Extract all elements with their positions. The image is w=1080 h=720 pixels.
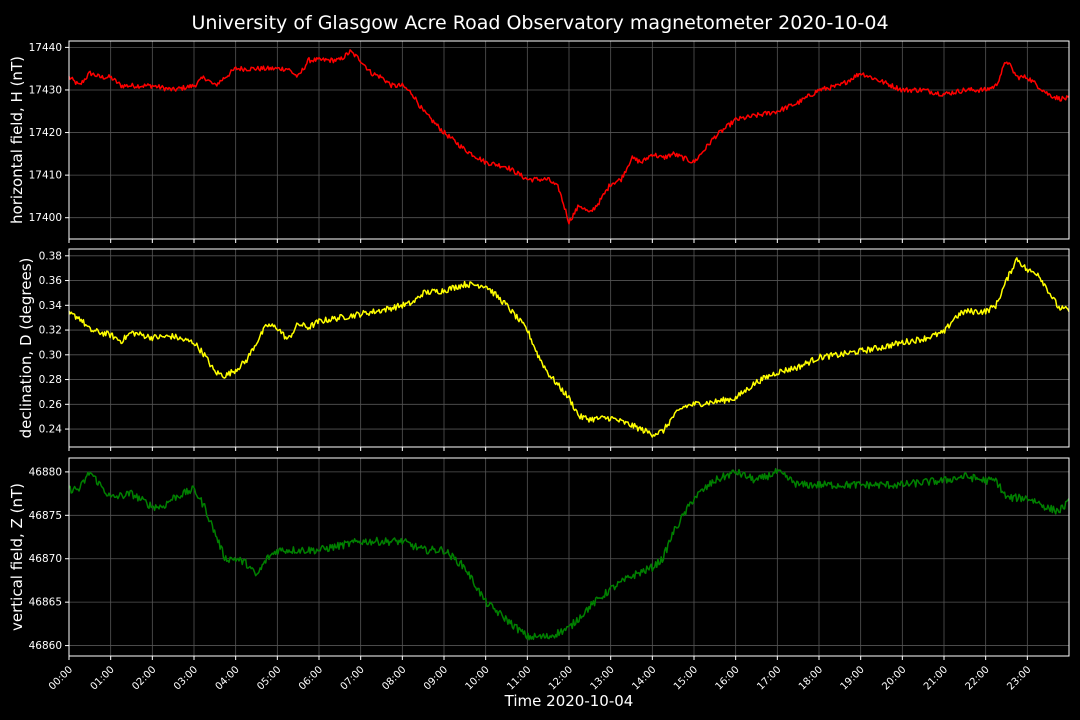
x-tick-label: 08:00 bbox=[380, 664, 408, 692]
horizontal-field-ylabel: horizontal field, H (nT) bbox=[8, 56, 26, 224]
x-tick-label: 03:00 bbox=[172, 664, 200, 692]
declination-line bbox=[68, 257, 1070, 438]
x-tick-label: 10:00 bbox=[464, 664, 492, 692]
declination-grid bbox=[68, 249, 1069, 447]
horizontal-field-series-line bbox=[68, 49, 1070, 225]
declination-y-tick-label: 0.34 bbox=[39, 300, 63, 312]
declination-y-tick-label: 0.32 bbox=[39, 325, 62, 337]
declination-y-tick-label: 0.26 bbox=[39, 399, 63, 411]
vertical-field-y-tick-label: 46880 bbox=[29, 466, 62, 478]
horizontal-field-grid bbox=[68, 41, 1069, 239]
vertical-field-y-tick-label: 46865 bbox=[29, 597, 62, 609]
vertical-field-y-tick-label: 46860 bbox=[29, 640, 62, 652]
x-tick-label: 20:00 bbox=[880, 664, 908, 692]
panel-horizontal-field: 17400 17410 17420 17430 17440 horizontal fie… bbox=[8, 40, 1070, 243]
x-tick-label: 19:00 bbox=[839, 664, 867, 692]
horizontal-field-y-tick-label: 17430 bbox=[29, 84, 62, 96]
x-tick-label: 09:00 bbox=[422, 664, 450, 692]
vertical-field-grid bbox=[68, 458, 1069, 656]
x-tick-label: 13:00 bbox=[589, 664, 617, 692]
x-tick-label: 16:00 bbox=[714, 664, 742, 692]
vertical-field-y-ticks: 46860 46865 46870 46875 46880 bbox=[29, 466, 69, 652]
x-tick-label: 00:00 bbox=[47, 664, 75, 692]
x-axis-label: Time 2020-10-04 bbox=[504, 692, 634, 710]
x-tick-label: 14:00 bbox=[630, 664, 658, 692]
x-tick-label: 06:00 bbox=[297, 664, 325, 692]
x-tick-label: 02:00 bbox=[130, 664, 158, 692]
declination-y-ticks: 0.24 0.26 0.28 0.30 0.32 0.34 0.36 0.38 bbox=[39, 250, 69, 436]
horizontal-field-y-ticks: 17400 17410 17420 17430 17440 bbox=[29, 42, 69, 224]
panel-vertical-field: 46860 46865 46870 46875 46880 vertical field… bbox=[8, 457, 1070, 660]
x-tick-label: 07:00 bbox=[339, 664, 367, 692]
x-tick-label: 17:00 bbox=[755, 664, 783, 692]
vertical-field-y-tick-label: 46870 bbox=[29, 553, 62, 565]
declination-ylabel: declination, D (degrees) bbox=[17, 258, 35, 439]
x-tick-label: 04:00 bbox=[214, 664, 242, 692]
horizontal-field-y-tick-label: 17440 bbox=[29, 42, 62, 54]
vertical-field-y-tick-label: 46875 bbox=[29, 510, 62, 522]
panel-declination: 0.24 0.26 0.28 0.30 0.32 0.34 0.36 0.38 declina… bbox=[17, 248, 1070, 451]
vertical-field-series-line bbox=[68, 467, 1070, 641]
declination-y-tick-label: 0.36 bbox=[39, 275, 63, 287]
x-tick-label: 18:00 bbox=[797, 664, 825, 692]
horizontal-field-y-tick-label: 17420 bbox=[29, 127, 62, 139]
declination-series-line bbox=[68, 257, 1070, 438]
x-tick-label: 11:00 bbox=[505, 664, 533, 692]
vertical-field-line bbox=[68, 467, 1070, 641]
horizontal-field-line bbox=[68, 49, 1070, 225]
x-axis-tick-labels: 00:00 01:00 02:00 03:00 04:00 05:00 06:00 07:00… bbox=[47, 664, 1033, 692]
vertical-field-x-tickmarks bbox=[68, 656, 1028, 660]
x-tick-label: 12:00 bbox=[547, 664, 575, 692]
declination-y-tick-label: 0.24 bbox=[39, 424, 63, 436]
declination-y-tick-label: 0.28 bbox=[39, 374, 62, 386]
vertical-field-ylabel: vertical field, Z (nT) bbox=[8, 483, 26, 631]
x-tick-label: 23:00 bbox=[1005, 664, 1033, 692]
horizontal-field-x-tickmarks bbox=[68, 239, 1028, 243]
x-tick-label: 22:00 bbox=[964, 664, 992, 692]
horizontal-field-y-tick-label: 17410 bbox=[29, 170, 62, 182]
declination-y-tick-label: 0.30 bbox=[39, 349, 62, 361]
declination-y-tick-label: 0.38 bbox=[39, 250, 62, 262]
x-tick-label: 05:00 bbox=[255, 664, 283, 692]
x-tick-label: 21:00 bbox=[922, 664, 950, 692]
x-tick-label: 15:00 bbox=[672, 664, 700, 692]
figure-title: University of Glasgow Acre Road Observat… bbox=[191, 12, 888, 34]
x-tick-label: 01:00 bbox=[89, 664, 117, 692]
declination-x-tickmarks bbox=[68, 447, 1028, 451]
horizontal-field-y-tick-label: 17400 bbox=[29, 212, 62, 224]
